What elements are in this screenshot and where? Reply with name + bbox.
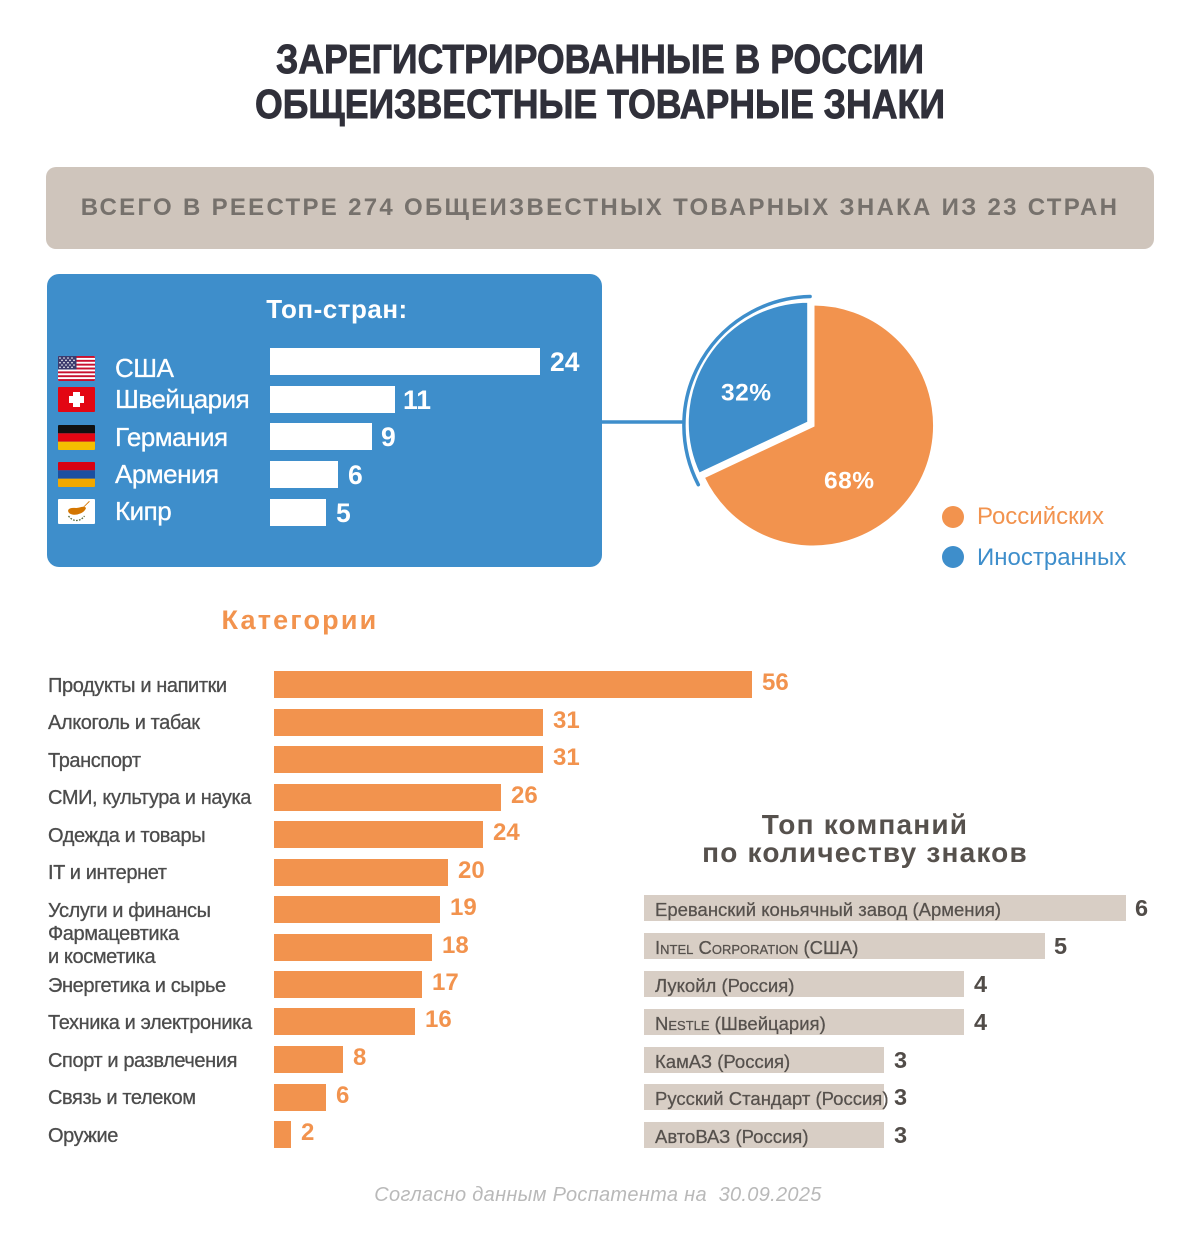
svg-text:32%: 32%: [721, 380, 772, 407]
svg-text:68%: 68%: [824, 468, 875, 495]
